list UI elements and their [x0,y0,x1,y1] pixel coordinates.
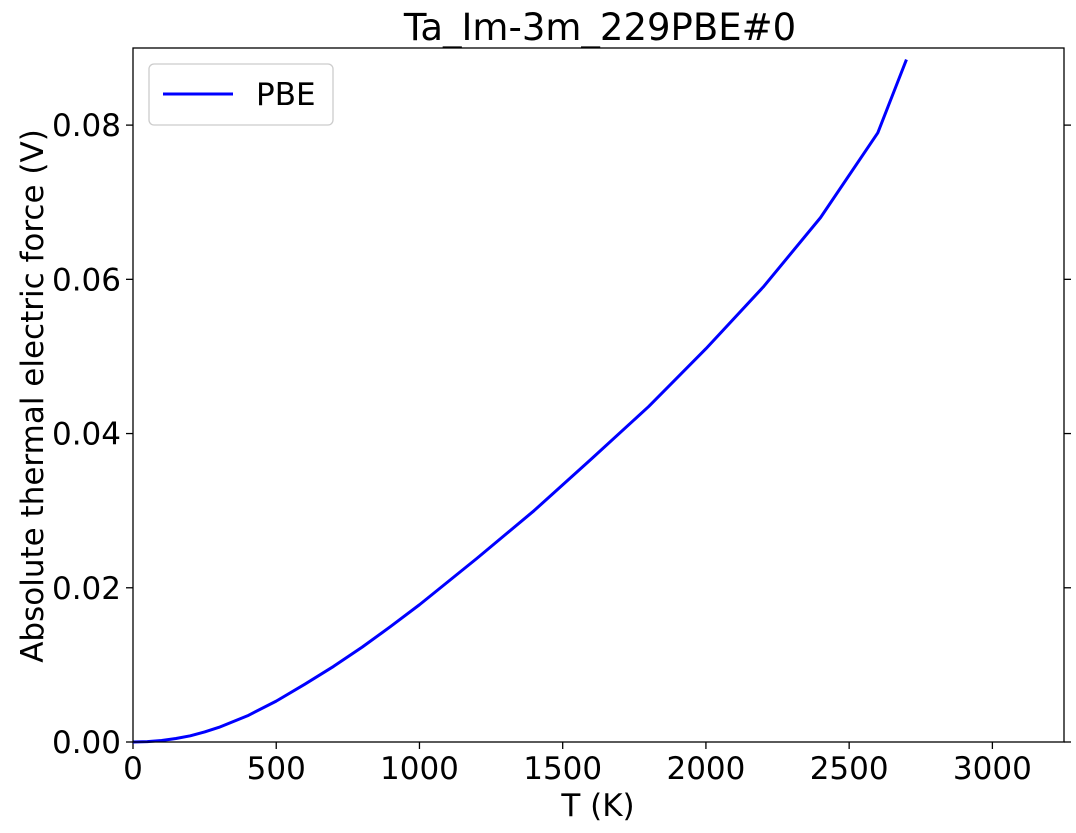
x-tick-label: 0 [123,751,143,787]
y-tick-label: 0.08 [52,108,121,144]
y-tick-label: 0.06 [52,262,121,298]
y-tick-label: 0.04 [52,417,121,453]
x-axis: 0 500 1000 1500 2000 2500 3000 [123,742,1032,787]
series-line-pbe [132,59,908,744]
y-axis-label: Absolute thermal electric force (V) [15,129,51,663]
x-tick-label: 2000 [666,751,745,787]
plot-area [133,48,1064,742]
legend: PBE [148,63,334,126]
series-layer [132,59,908,744]
legend-label-pbe: PBE [256,77,316,113]
x-tick-label: 2500 [810,751,889,787]
y-tick-label: 0.02 [52,571,121,607]
x-tick-label: 500 [247,751,306,787]
chart-title: Ta_Im-3m_229PBE#0 [403,6,796,49]
x-axis-label: T (K) [560,788,634,824]
y-tick-label: 0.00 [52,725,121,761]
x-tick-label: 1500 [523,751,602,787]
x-tick-label: 3000 [953,751,1032,787]
legend-box [148,63,334,126]
y-axis: 0.00 0.02 0.04 0.06 0.08 [52,108,1071,761]
x-tick-label: 1000 [380,751,459,787]
plot-frame [132,47,1065,743]
